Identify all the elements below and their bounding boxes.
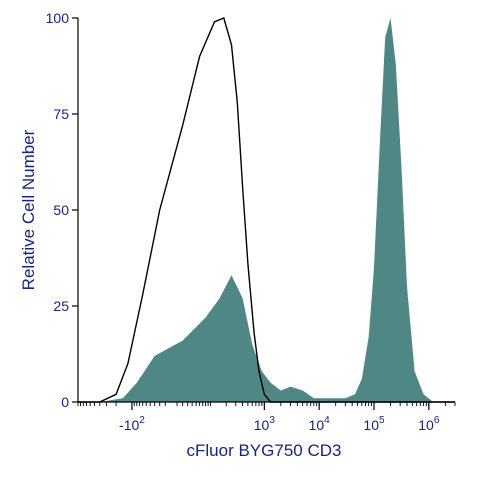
y-tick-label: 0 — [61, 394, 69, 410]
x-tick-label: 103 — [254, 415, 276, 433]
y-tick-label: 25 — [53, 298, 69, 314]
y-tick-label: 100 — [46, 10, 70, 26]
series-outline-histogram — [78, 17, 455, 403]
y-tick-label: 75 — [53, 106, 69, 122]
x-axis-title: cFluor BYG750 CD3 — [187, 441, 342, 460]
y-axis-title: Relative Cell Number — [19, 129, 38, 290]
series-filled-histogram — [78, 18, 455, 402]
x-tick-label: 105 — [363, 415, 385, 433]
x-tick-label: 106 — [418, 415, 440, 433]
axes: 0 25 50 75 100 -102 103 104 105 106 — [46, 10, 456, 433]
plot-area — [78, 17, 455, 403]
x-tick-label: -102 — [119, 415, 145, 433]
y-tick-label: 50 — [53, 202, 69, 218]
x-tick-label: 104 — [309, 415, 331, 433]
